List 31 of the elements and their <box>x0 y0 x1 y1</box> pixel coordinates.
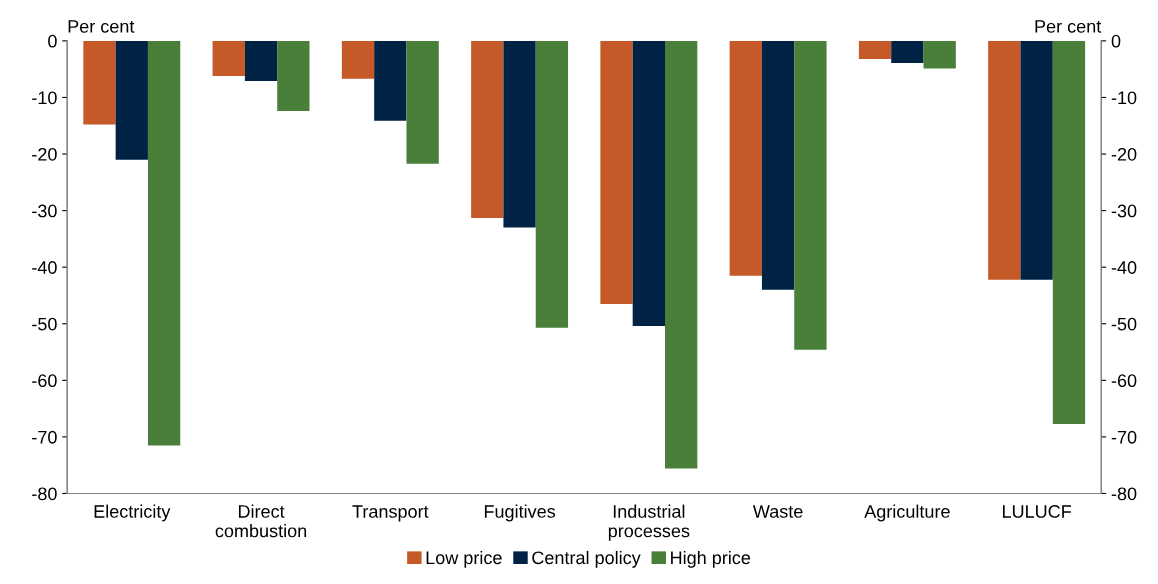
y-tick-label: -50 <box>32 317 57 331</box>
y-tick-label: -10 <box>32 91 57 105</box>
y-tick-label: -30 <box>32 204 57 218</box>
x-tick-label: Direct combustion <box>215 504 307 538</box>
y-tick-label: -40 <box>32 261 57 274</box>
legend-label: Central policy <box>532 550 641 568</box>
y-axis-title: Per cent <box>68 20 135 33</box>
y2-axis-title: Per cent <box>1035 20 1102 33</box>
y-tick-label: -60 <box>32 374 57 388</box>
x-tick-label: LULUCF <box>1002 505 1072 518</box>
legend-label: Low price <box>426 550 502 568</box>
y2-tick-label: -40 <box>1111 261 1137 274</box>
x-tick-label: Electricity <box>94 504 171 522</box>
y2-tick-label: -60 <box>1111 374 1137 388</box>
y2-tick-label: -10 <box>1111 91 1137 105</box>
y-tick-label: -80 <box>32 487 57 501</box>
x-tick-label: Agriculture <box>864 504 950 522</box>
x-tick-label: Waste <box>752 505 803 518</box>
y-tick-label: 0 <box>48 34 57 48</box>
y2-tick-label: 0 <box>1111 34 1121 48</box>
x-tick-label: Fugitives <box>484 504 556 522</box>
y2-tick-label: -20 <box>1111 147 1137 161</box>
y2-tick-label: -70 <box>1111 430 1137 444</box>
legend-label: High price <box>671 550 751 568</box>
y2-tick-label: -30 <box>1111 204 1137 218</box>
y-tick-label: -70 <box>32 430 57 444</box>
y2-tick-label: -50 <box>1111 317 1137 331</box>
x-tick-label: Industrial processes <box>608 504 690 541</box>
y2-tick-label: -80 <box>1111 487 1137 501</box>
x-tick-label: Transport <box>352 505 429 522</box>
y-tick-label: -20 <box>32 147 57 161</box>
